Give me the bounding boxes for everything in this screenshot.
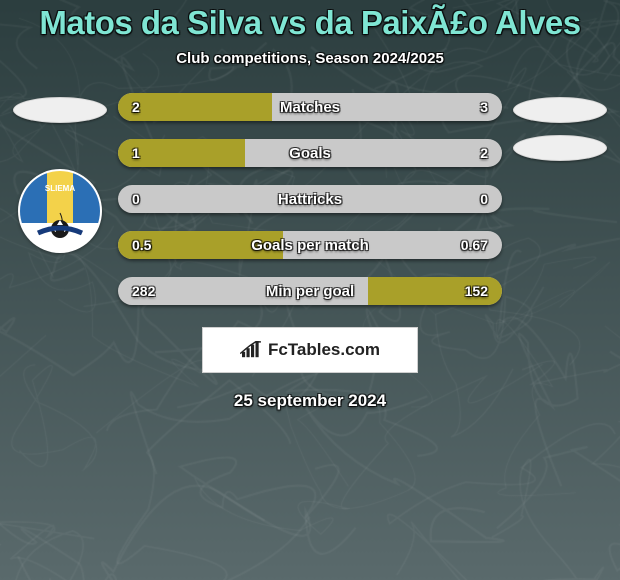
left-player-col: SLIEMA [8,93,112,253]
stat-bar: 00Hattricks [118,185,502,213]
comparison-row: SLIEMA 23Matches 12Goals 00Hattricks 0.50.6… [0,93,620,305]
season-subtitle: Club competitions, Season 2024/2025 [0,50,620,67]
brand-text: FcTables.com [268,340,380,360]
stat-label: Goals [118,139,502,167]
stat-label: Goals per match [118,231,502,259]
svg-text:SLIEMA: SLIEMA [45,184,75,193]
right-player-col [508,93,612,161]
right-flag [513,135,607,161]
page-title: Matos da Silva vs da PaixÃ£o Alves [0,0,620,42]
stat-bar: 23Matches [118,93,502,121]
brand-box[interactable]: FcTables.com [202,327,418,373]
stat-label: Min per goal [118,277,502,305]
brand-chart-icon [240,341,262,359]
stat-label: Hattricks [118,185,502,213]
left-club-badge: SLIEMA [18,169,102,253]
stat-bars: 23Matches 12Goals 00Hattricks 0.50.67Goals … [112,93,508,305]
stat-bar: 0.50.67Goals per match [118,231,502,259]
left-flag [13,97,107,123]
datestamp: 25 september 2024 [0,391,620,411]
stat-bar: 282152Min per goal [118,277,502,305]
right-flag [513,97,607,123]
stat-bar: 12Goals [118,139,502,167]
stat-label: Matches [118,93,502,121]
